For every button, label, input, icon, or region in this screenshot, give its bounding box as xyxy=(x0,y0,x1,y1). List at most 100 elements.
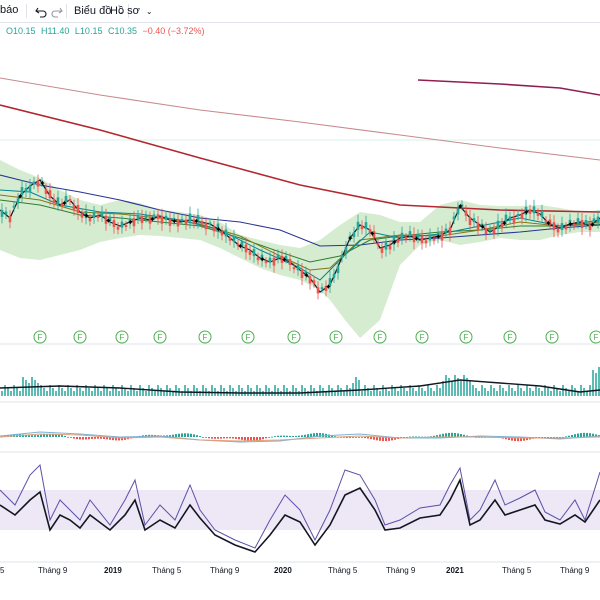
event-circle xyxy=(589,330,600,344)
macd-bar xyxy=(460,434,462,437)
signal-marker: ✦ xyxy=(501,219,508,228)
volume-bar xyxy=(49,385,51,396)
event-marker[interactable]: F xyxy=(459,330,473,344)
macd-bar xyxy=(220,437,222,439)
macd-bar xyxy=(61,435,63,437)
candle-body xyxy=(224,229,228,237)
event-marker[interactable]: F xyxy=(73,330,87,344)
signal-marker: ✦ xyxy=(259,255,266,264)
volume-bar xyxy=(304,388,306,396)
macd-bar xyxy=(238,437,240,440)
event-label: F xyxy=(203,333,208,342)
macd-bar xyxy=(64,435,66,437)
volume-bar xyxy=(319,385,321,396)
candle-body xyxy=(288,258,292,265)
volume-bar xyxy=(385,388,387,396)
macd-bar xyxy=(421,436,423,438)
candle-body xyxy=(180,218,184,221)
candles-layer xyxy=(0,174,600,300)
candle-body xyxy=(16,198,20,204)
macd-bar xyxy=(403,437,405,438)
candle-body xyxy=(164,215,168,220)
profile-menu-button[interactable]: Hồ sơ ⌄ xyxy=(110,2,153,20)
event-marker[interactable]: F xyxy=(287,330,301,344)
volume-bar xyxy=(262,391,264,396)
macd-bar xyxy=(502,437,504,439)
x-axis-label: 2020 xyxy=(274,566,292,575)
candle-body xyxy=(264,261,268,264)
macd-bar xyxy=(124,437,126,440)
macd-bar xyxy=(391,437,393,441)
candle-body xyxy=(40,180,44,183)
macd-bar xyxy=(187,433,189,437)
volume-bar xyxy=(415,391,417,396)
signal-marker: ✦ xyxy=(193,217,200,226)
volume-bar xyxy=(568,391,570,396)
volume-bar xyxy=(121,385,123,396)
macd-bar xyxy=(310,433,312,437)
macd-bar xyxy=(19,434,21,437)
macd-bar xyxy=(34,435,36,437)
event-marker[interactable]: F xyxy=(33,330,47,344)
event-marker[interactable]: F xyxy=(503,330,517,344)
event-marker[interactable]: F xyxy=(415,330,429,344)
signal-marker: ✦ xyxy=(413,234,420,243)
event-marker[interactable]: F xyxy=(589,330,600,344)
redo-icon[interactable] xyxy=(50,2,64,20)
macd-bar xyxy=(454,432,456,437)
event-marker[interactable]: F xyxy=(241,330,255,344)
volume-bar xyxy=(106,388,108,396)
event-marker[interactable]: F xyxy=(153,330,167,344)
volume-bar xyxy=(388,391,390,396)
candle-body xyxy=(404,237,408,240)
volume-bar xyxy=(268,388,270,396)
macd-bar xyxy=(550,437,552,438)
volume-bar xyxy=(574,388,576,396)
candle-body xyxy=(536,212,540,216)
macd-bar xyxy=(586,432,588,437)
volume-bar xyxy=(421,388,423,396)
volume-bar xyxy=(31,377,33,396)
macd-bar xyxy=(283,435,285,437)
event-marker[interactable]: F xyxy=(198,330,212,344)
macd-bar xyxy=(100,437,102,439)
candle-body xyxy=(372,231,376,238)
volume-bar xyxy=(541,391,543,396)
volume-bar xyxy=(472,385,474,396)
macd-bar xyxy=(307,434,309,437)
x-axis-label: 2019 xyxy=(104,566,122,575)
macd-bar xyxy=(322,433,324,437)
macd-bar xyxy=(289,435,291,437)
candle-body xyxy=(276,254,280,259)
volume-bar xyxy=(28,383,30,396)
candle-body xyxy=(488,229,492,232)
undo-icon[interactable] xyxy=(34,2,48,20)
event-circle xyxy=(241,330,255,344)
macd-bar xyxy=(571,434,573,437)
volume-bar xyxy=(70,388,72,396)
volume-bar xyxy=(85,385,87,396)
candle-body xyxy=(460,204,464,207)
volume-bar xyxy=(595,373,597,396)
event-marker[interactable]: F xyxy=(373,330,387,344)
macd-bar xyxy=(514,437,516,442)
alert-menu-partial[interactable]: báo xyxy=(0,4,19,16)
chart-menu-button[interactable]: Biểu đồ ⌄ xyxy=(74,2,124,20)
volume-bar xyxy=(571,385,573,396)
ohlc-change: −0.40 (−3.72%) xyxy=(142,26,205,36)
candle-body xyxy=(32,181,36,185)
macd-bar xyxy=(256,437,258,441)
macd-bar xyxy=(139,435,141,437)
candle-body xyxy=(208,222,212,225)
volume-bar xyxy=(88,388,90,396)
macd-bar xyxy=(229,437,231,439)
signal-marker: ✦ xyxy=(567,220,574,229)
candle-body xyxy=(248,250,252,255)
candle-body xyxy=(500,223,504,228)
volume-bar xyxy=(409,385,411,396)
event-marker[interactable]: F xyxy=(115,330,129,344)
macd-bar xyxy=(409,436,411,438)
event-marker[interactable]: F xyxy=(329,330,343,344)
event-marker[interactable]: F xyxy=(545,330,559,344)
